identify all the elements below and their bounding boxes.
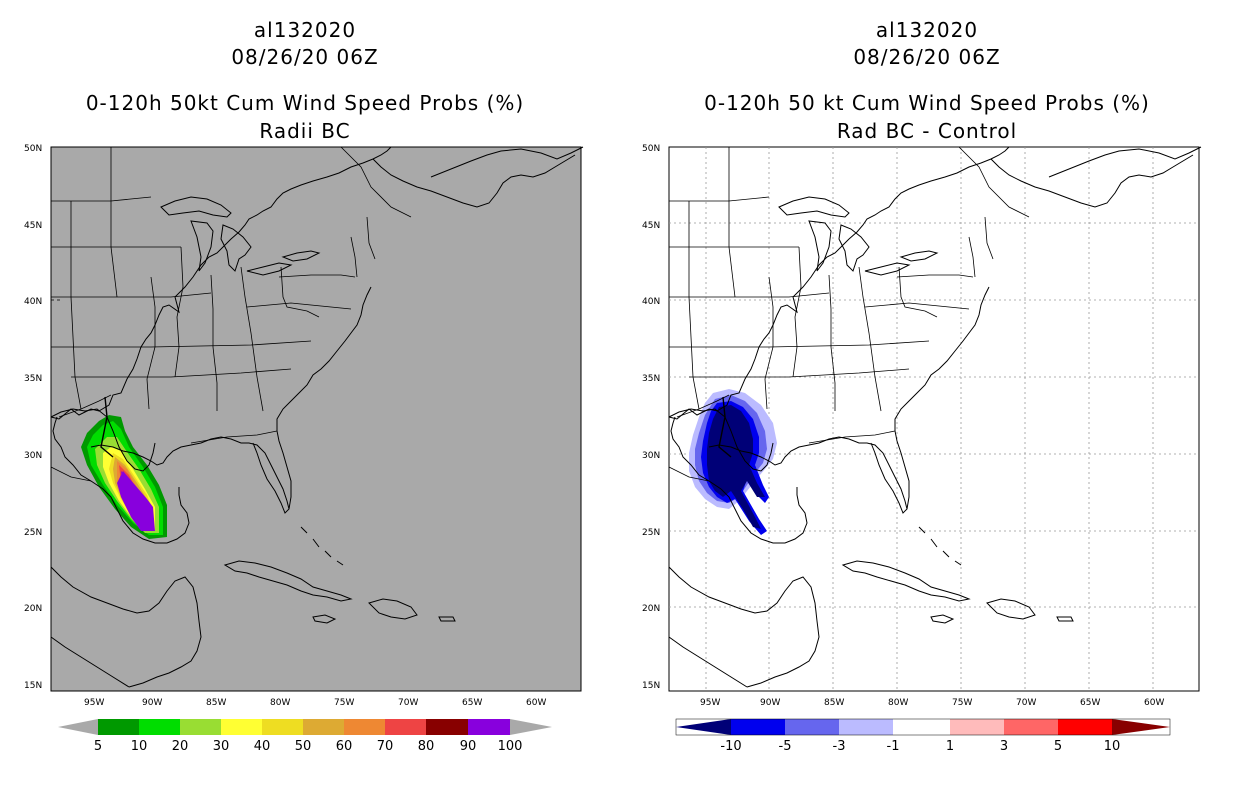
left-map [50, 146, 584, 692]
left-colorbar-label: 100 [498, 739, 523, 754]
right-lon-label: 80W [888, 698, 908, 708]
right-colorbar-label: -1 [887, 739, 900, 754]
left-lon-label: 75W [334, 698, 354, 708]
right-lon-label: 90W [760, 698, 780, 708]
left-lon-labels: 95W 90W 85W 80W 75W 70W 65W 60W [84, 698, 546, 708]
right-subtitle: Rad BC - Control [836, 119, 1018, 143]
left-colorbar-low-arrow [58, 719, 98, 735]
left-lon-label: 70W [398, 698, 418, 708]
left-lon-label: 80W [270, 698, 290, 708]
left-lat-label: 30N [24, 451, 42, 461]
left-colorbar-label: 50 [295, 739, 312, 754]
left-colorbar-label: 20 [172, 739, 189, 754]
left-colorbar-swatch [344, 719, 385, 735]
left-lon-label: 60W [526, 698, 546, 708]
left-subtitle: Radii BC [259, 119, 351, 143]
left-map-background [50, 146, 582, 692]
right-lon-label: 65W [1080, 698, 1100, 708]
right-datetime: 08/26/20 06Z [853, 45, 1001, 69]
left-lat-label: 25N [24, 528, 42, 538]
left-colorbar-swatch [221, 719, 262, 735]
right-colorbar-label: -10 [720, 739, 741, 754]
right-lat-label: 25N [642, 528, 660, 538]
left-colorbar [58, 719, 552, 735]
right-colorbar-label: 1 [946, 739, 954, 754]
right-colorbar-swatch [1058, 719, 1112, 735]
right-lon-labels: 95W 90W 85W 80W 75W 70W 65W 60W [700, 698, 1164, 708]
right-lat-label: 30N [642, 451, 660, 461]
right-colorbar-label: 10 [1104, 739, 1121, 754]
right-lat-label: 40N [642, 297, 660, 307]
right-colorbar-labels: -10 -5 -3 -1 1 3 5 10 [720, 739, 1120, 754]
left-colorbar-swatch [139, 719, 180, 735]
left-lat-label: 45N [24, 221, 42, 231]
right-colorbar-label: 3 [1000, 739, 1008, 754]
right-colorbar-swatch [893, 719, 950, 735]
left-colorbar-swatch [385, 719, 426, 735]
right-grid [669, 147, 1199, 691]
right-colorbar-label: -5 [779, 739, 792, 754]
right-lat-label: 45N [642, 221, 660, 231]
left-lat-label: 50N [24, 144, 42, 154]
right-lon-label: 60W [1144, 698, 1164, 708]
left-colorbar-label: 60 [336, 739, 353, 754]
right-colorbar-swatch [785, 719, 839, 735]
right-lat-labels: 50N 45N 40N 35N 30N 25N 20N 15N [642, 144, 660, 691]
left-colorbar-swatch [180, 719, 221, 735]
left-colorbar-swatch [98, 719, 139, 735]
left-wind-prob-contours [81, 415, 167, 539]
left-colorbar-swatch [468, 719, 510, 735]
right-colorbar-label: 5 [1054, 739, 1062, 754]
left-lon-label: 95W [84, 698, 104, 708]
right-colorbar-label: -3 [833, 739, 846, 754]
left-colorbar-swatch [303, 719, 344, 735]
left-colorbar-swatch [426, 719, 468, 735]
right-diff-contours [689, 389, 777, 535]
right-map-background [668, 146, 1200, 692]
right-colorbar-swatch [839, 719, 893, 735]
left-colorbar-label: 80 [418, 739, 435, 754]
right-colorbar-outline [675, 718, 1171, 736]
left-colorbar-label: 90 [460, 739, 477, 754]
right-colorbar [675, 718, 1171, 736]
left-lat-label: 40N [24, 297, 42, 307]
left-colorbar-labels: 5 10 20 30 40 50 60 70 80 90 100 [94, 739, 523, 754]
right-colorbar-swatch [731, 719, 785, 735]
right-lon-label: 70W [1016, 698, 1036, 708]
left-storm-id: al132020 [253, 18, 357, 42]
right-colorbar-swatch [950, 719, 1004, 735]
right-colorbar-low-arrow [676, 719, 731, 735]
right-lon-label: 75W [952, 698, 972, 708]
left-lon-label: 65W [462, 698, 482, 708]
left-colorbar-label: 5 [94, 739, 102, 754]
right-lat-label: 20N [642, 604, 660, 614]
left-lat-label: 20N [24, 604, 42, 614]
left-title: 0-120h 50kt Cum Wind Speed Probs (%) [85, 91, 525, 115]
left-colorbar-label: 40 [254, 739, 271, 754]
left-lat-label: 15N [24, 681, 42, 691]
right-map [668, 146, 1202, 692]
right-lat-label: 15N [642, 681, 660, 691]
right-lon-label: 85W [824, 698, 844, 708]
left-lat-label: 35N [24, 374, 42, 384]
left-lon-label: 85W [206, 698, 226, 708]
left-colorbar-label: 70 [377, 739, 394, 754]
right-colorbar-swatch [1004, 719, 1058, 735]
left-colorbar-label: 10 [131, 739, 148, 754]
left-colorbar-label: 30 [213, 739, 230, 754]
left-lat-labels: 50N 45N 40N 35N 30N 25N 20N 15N [24, 144, 42, 691]
right-colorbar-high-arrow [1112, 719, 1170, 735]
left-lon-label: 90W [142, 698, 162, 708]
right-lat-label: 35N [642, 374, 660, 384]
right-lon-label: 95W [700, 698, 720, 708]
right-storm-id: al132020 [875, 18, 979, 42]
right-title: 0-120h 50 kt Cum Wind Speed Probs (%) [704, 91, 1150, 115]
left-colorbar-high-arrow [510, 719, 552, 735]
left-datetime: 08/26/20 06Z [231, 45, 379, 69]
right-lat-label: 50N [642, 144, 660, 154]
left-colorbar-swatch [262, 719, 303, 735]
